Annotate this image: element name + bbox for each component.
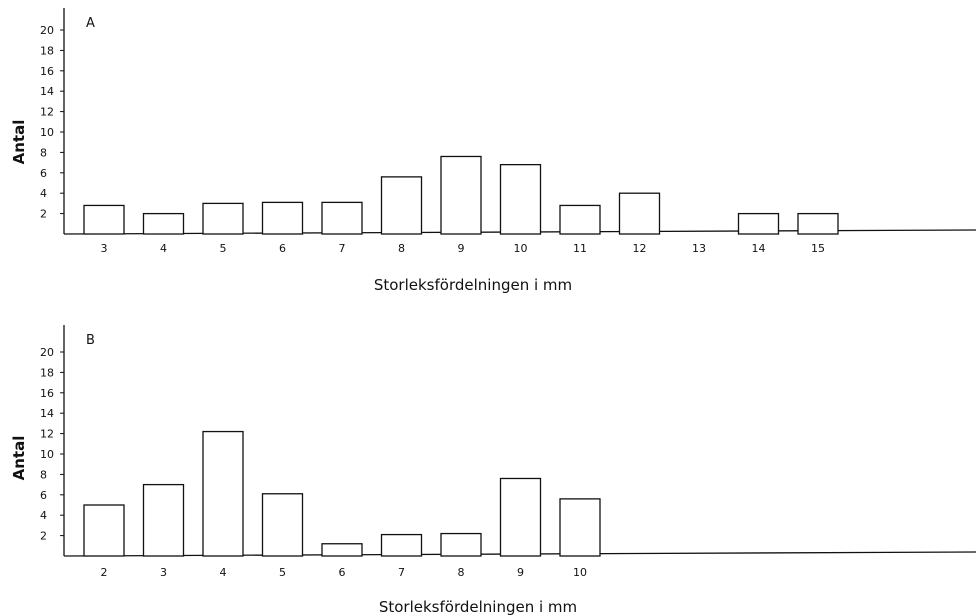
y-tick-label: 2	[40, 530, 47, 543]
y-tick-label: 12	[40, 428, 54, 441]
y-tick-label: 14	[40, 85, 54, 98]
x-tick-label: 6	[339, 566, 346, 579]
panel-label: A	[86, 16, 95, 31]
y-tick-label: 4	[40, 509, 47, 522]
x-axis-label: Storleksfördelningen i mm	[374, 276, 572, 294]
x-tick-label: 4	[160, 242, 167, 255]
y-tick-label: 16	[40, 387, 54, 400]
bar-9	[440, 155, 482, 235]
x-tick-label: 14	[752, 242, 766, 255]
x-tick-label: 6	[279, 242, 286, 255]
x-tick-label: 10	[573, 566, 587, 579]
y-tick-label: 14	[40, 407, 54, 420]
x-tick-label: 13	[692, 242, 706, 255]
bar-7	[380, 533, 423, 557]
y-tick-label: 8	[40, 146, 47, 159]
bar-10	[499, 163, 542, 235]
x-tick-label: 9	[458, 242, 465, 255]
bar-3	[142, 483, 185, 557]
panel-label: B	[86, 333, 95, 348]
y-tick-label: 2	[40, 208, 47, 221]
x-tick-label: 2	[101, 566, 108, 579]
x-tick-label: 12	[633, 242, 647, 255]
x-tick-label: 9	[517, 566, 524, 579]
chart-panel-a: A Antal Storleksfördelningen i mm 2 4 6 8 10…	[10, 8, 977, 294]
y-tick-label: 18	[40, 366, 54, 379]
x-axis-label: Storleksfördelningen i mm	[379, 598, 577, 616]
y-tick-label: 16	[40, 65, 54, 78]
bar-6	[321, 543, 363, 557]
y-axis-label: Antal	[10, 436, 28, 481]
x-tick-label: 3	[101, 242, 108, 255]
x-tick-label: 5	[279, 566, 286, 579]
y-tick-label: 20	[40, 346, 54, 359]
bar-5	[202, 202, 244, 235]
bar-10	[559, 498, 601, 557]
bar-6	[261, 201, 304, 235]
bar-2	[83, 504, 125, 557]
x-tick-label: 15	[811, 242, 825, 255]
y-tick-label: 20	[40, 24, 54, 37]
y-tick-label: 10	[40, 126, 54, 139]
bar-5	[261, 493, 304, 557]
x-tick-label: 5	[220, 242, 227, 255]
y-tick-label: 4	[40, 187, 47, 200]
bar-12	[618, 192, 661, 235]
x-tick-label: 7	[398, 566, 405, 579]
y-tick-label: 6	[40, 167, 47, 180]
y-tick-label: 6	[40, 489, 47, 502]
x-tick-label: 7	[339, 242, 346, 255]
x-tick-label: 3	[160, 566, 167, 579]
bar-3	[83, 204, 125, 235]
bar-11	[559, 204, 601, 235]
bar-7	[321, 201, 363, 235]
bar-4	[202, 430, 244, 557]
y-tick-label: 10	[40, 448, 54, 461]
chart-panel-b: B Antal Storleksfördelningen i mm 2 4 6 8 10…	[10, 325, 977, 616]
x-tick-label: 8	[398, 242, 405, 255]
y-tick-label: 8	[40, 468, 47, 481]
bar-8	[380, 176, 423, 235]
y-tick-label: 12	[40, 106, 54, 119]
bar-4	[142, 212, 185, 235]
bar-14	[737, 212, 780, 235]
y-tick-label: 18	[40, 44, 54, 57]
y-axis-label: Antal	[10, 120, 28, 165]
x-tick-label: 8	[458, 566, 465, 579]
x-tick-label: 4	[220, 566, 227, 579]
x-tick-label: 11	[573, 242, 587, 255]
bar-15	[797, 212, 839, 235]
x-tick-label: 10	[514, 242, 528, 255]
bar-8	[440, 532, 482, 557]
bar-9	[499, 477, 542, 557]
